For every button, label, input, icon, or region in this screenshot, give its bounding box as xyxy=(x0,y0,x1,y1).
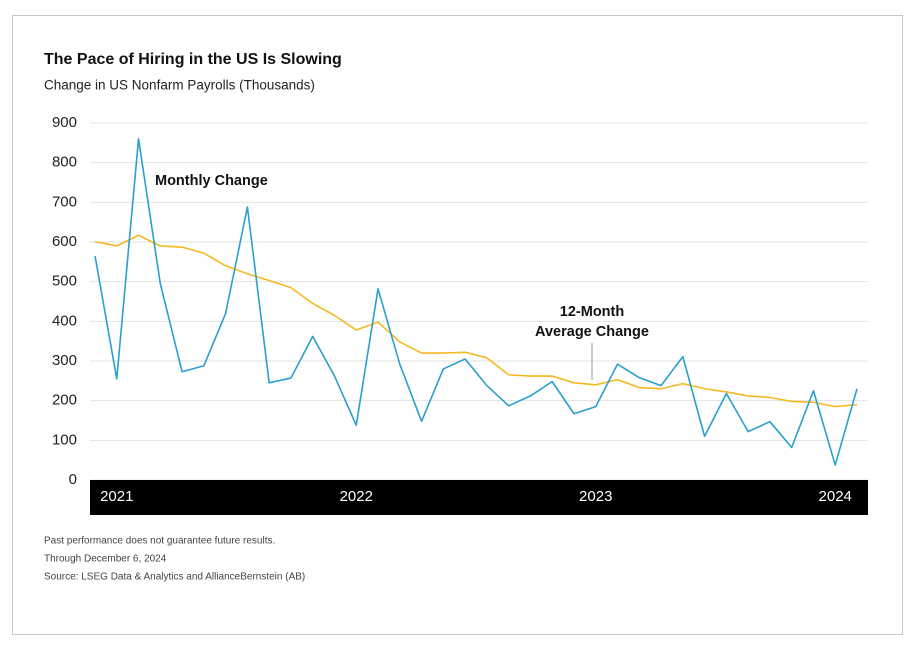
chart-title: The Pace of Hiring in the US Is Slowing xyxy=(44,51,342,68)
y-tick-label: 400 xyxy=(52,312,77,329)
annotation: Average Change xyxy=(535,324,649,340)
x-tick-label: 2021 xyxy=(100,488,133,505)
y-tick-label: 200 xyxy=(52,392,77,409)
card xyxy=(12,15,903,635)
y-tick-label: 700 xyxy=(52,193,77,210)
y-tick-label: 600 xyxy=(52,233,77,250)
y-tick-label: 900 xyxy=(52,114,77,131)
footnote: Source: LSEG Data & Analytics and Allian… xyxy=(44,572,305,583)
chart-subtitle: Change in US Nonfarm Payrolls (Thousands… xyxy=(44,78,315,93)
y-tick-label: 800 xyxy=(52,154,77,171)
y-tick-label: 300 xyxy=(52,352,77,369)
series-line xyxy=(94,138,858,466)
x-axis-band xyxy=(90,480,868,515)
y-tick-label: 500 xyxy=(52,273,77,290)
annotation: 12-Month xyxy=(560,304,624,320)
footnote: Through December 6, 2024 xyxy=(44,554,167,565)
x-tick-label: 2024 xyxy=(819,488,852,505)
annotation: Monthly Change xyxy=(155,173,268,189)
series-line xyxy=(94,234,858,408)
x-tick-label: 2022 xyxy=(340,488,373,505)
footnote: Past performance does not guarantee futu… xyxy=(44,536,275,547)
x-tick-label: 2023 xyxy=(579,488,612,505)
y-tick-label: 0 xyxy=(69,471,77,488)
y-tick-label: 100 xyxy=(52,431,77,448)
